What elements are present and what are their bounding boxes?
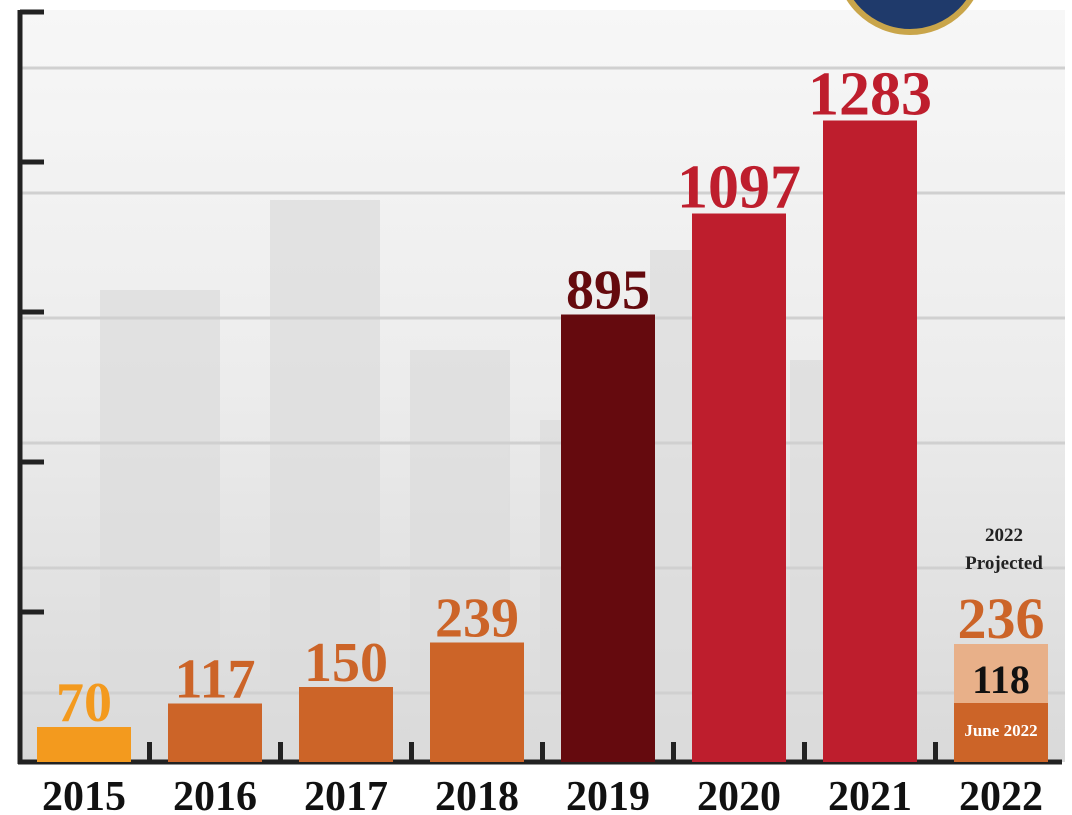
bar	[561, 314, 655, 762]
x-tick-label: 2018	[435, 774, 519, 815]
bar	[168, 703, 262, 762]
bar	[954, 703, 1048, 762]
x-tick-label: 2017	[304, 774, 388, 815]
projected-value-label: 236	[958, 586, 1045, 651]
x-tick-label: 2020	[697, 774, 781, 815]
seal	[846, 0, 974, 35]
bar	[692, 213, 786, 762]
value-label: 1097	[677, 154, 801, 222]
x-tick-label: 2016	[173, 774, 257, 815]
x-tick-label: 2015	[42, 774, 126, 815]
bar	[430, 642, 524, 762]
value-label: 150	[304, 632, 388, 694]
x-tick-label: 2019	[566, 774, 650, 815]
value-label: 118	[972, 657, 1030, 702]
bar	[823, 120, 917, 762]
x-tick-label: 2021	[828, 774, 912, 815]
value-label: 1283	[808, 61, 932, 129]
projected-label: 2022 Projected	[965, 525, 1043, 574]
bar	[299, 687, 393, 762]
bar	[37, 727, 131, 762]
value-label: 239	[435, 588, 519, 650]
value-label: 70	[56, 672, 112, 734]
value-label: 895	[566, 260, 650, 322]
x-tick-label: 2022	[959, 774, 1043, 815]
value-label: 117	[175, 649, 256, 711]
bar-note: June 2022	[964, 721, 1037, 740]
